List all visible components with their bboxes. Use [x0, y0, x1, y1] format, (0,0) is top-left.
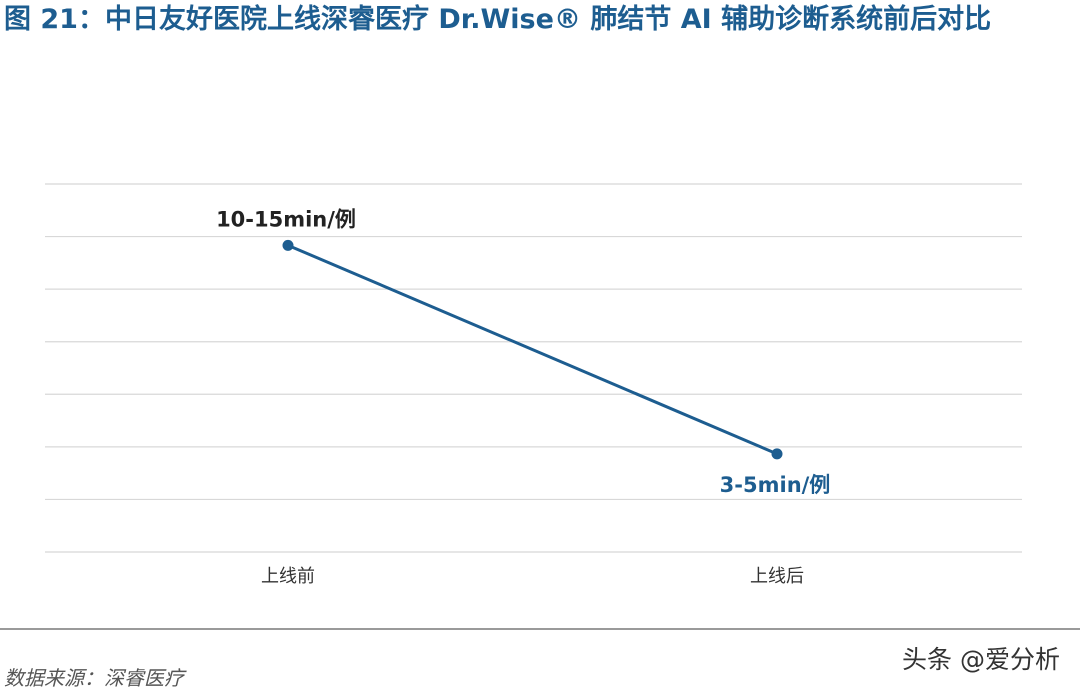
data-point	[282, 239, 294, 251]
data-point	[771, 448, 783, 460]
data-labels: 10-15min/例 3-5min/例	[216, 207, 830, 497]
figure-label: 图 21：	[4, 4, 105, 35]
figure-title: 图 21：中日友好医院上线深睿医疗 Dr.Wise® 肺结节 AI 辅助诊断系统…	[4, 2, 1076, 38]
gridlines	[45, 183, 1022, 553]
source-note: 数据来源：深睿医疗	[4, 666, 184, 690]
series-layer	[282, 239, 783, 460]
x-axis: 上线前 上线后	[261, 566, 804, 587]
data-label: 10-15min/例	[216, 207, 356, 231]
series-line	[287, 243, 778, 456]
watermark: 头条 @爱分析	[902, 645, 1060, 674]
x-tick-label: 上线后	[750, 566, 804, 587]
data-label: 3-5min/例	[720, 473, 831, 497]
figure-title-text: 中日友好医院上线深睿医疗 Dr.Wise® 肺结节 AI 辅助诊断系统前后对比	[104, 4, 992, 35]
divider-line	[0, 628, 1080, 630]
x-tick-label: 上线前	[261, 566, 315, 587]
line-chart: 10-15min/例 3-5min/例 上线前 上线后	[45, 183, 1022, 587]
